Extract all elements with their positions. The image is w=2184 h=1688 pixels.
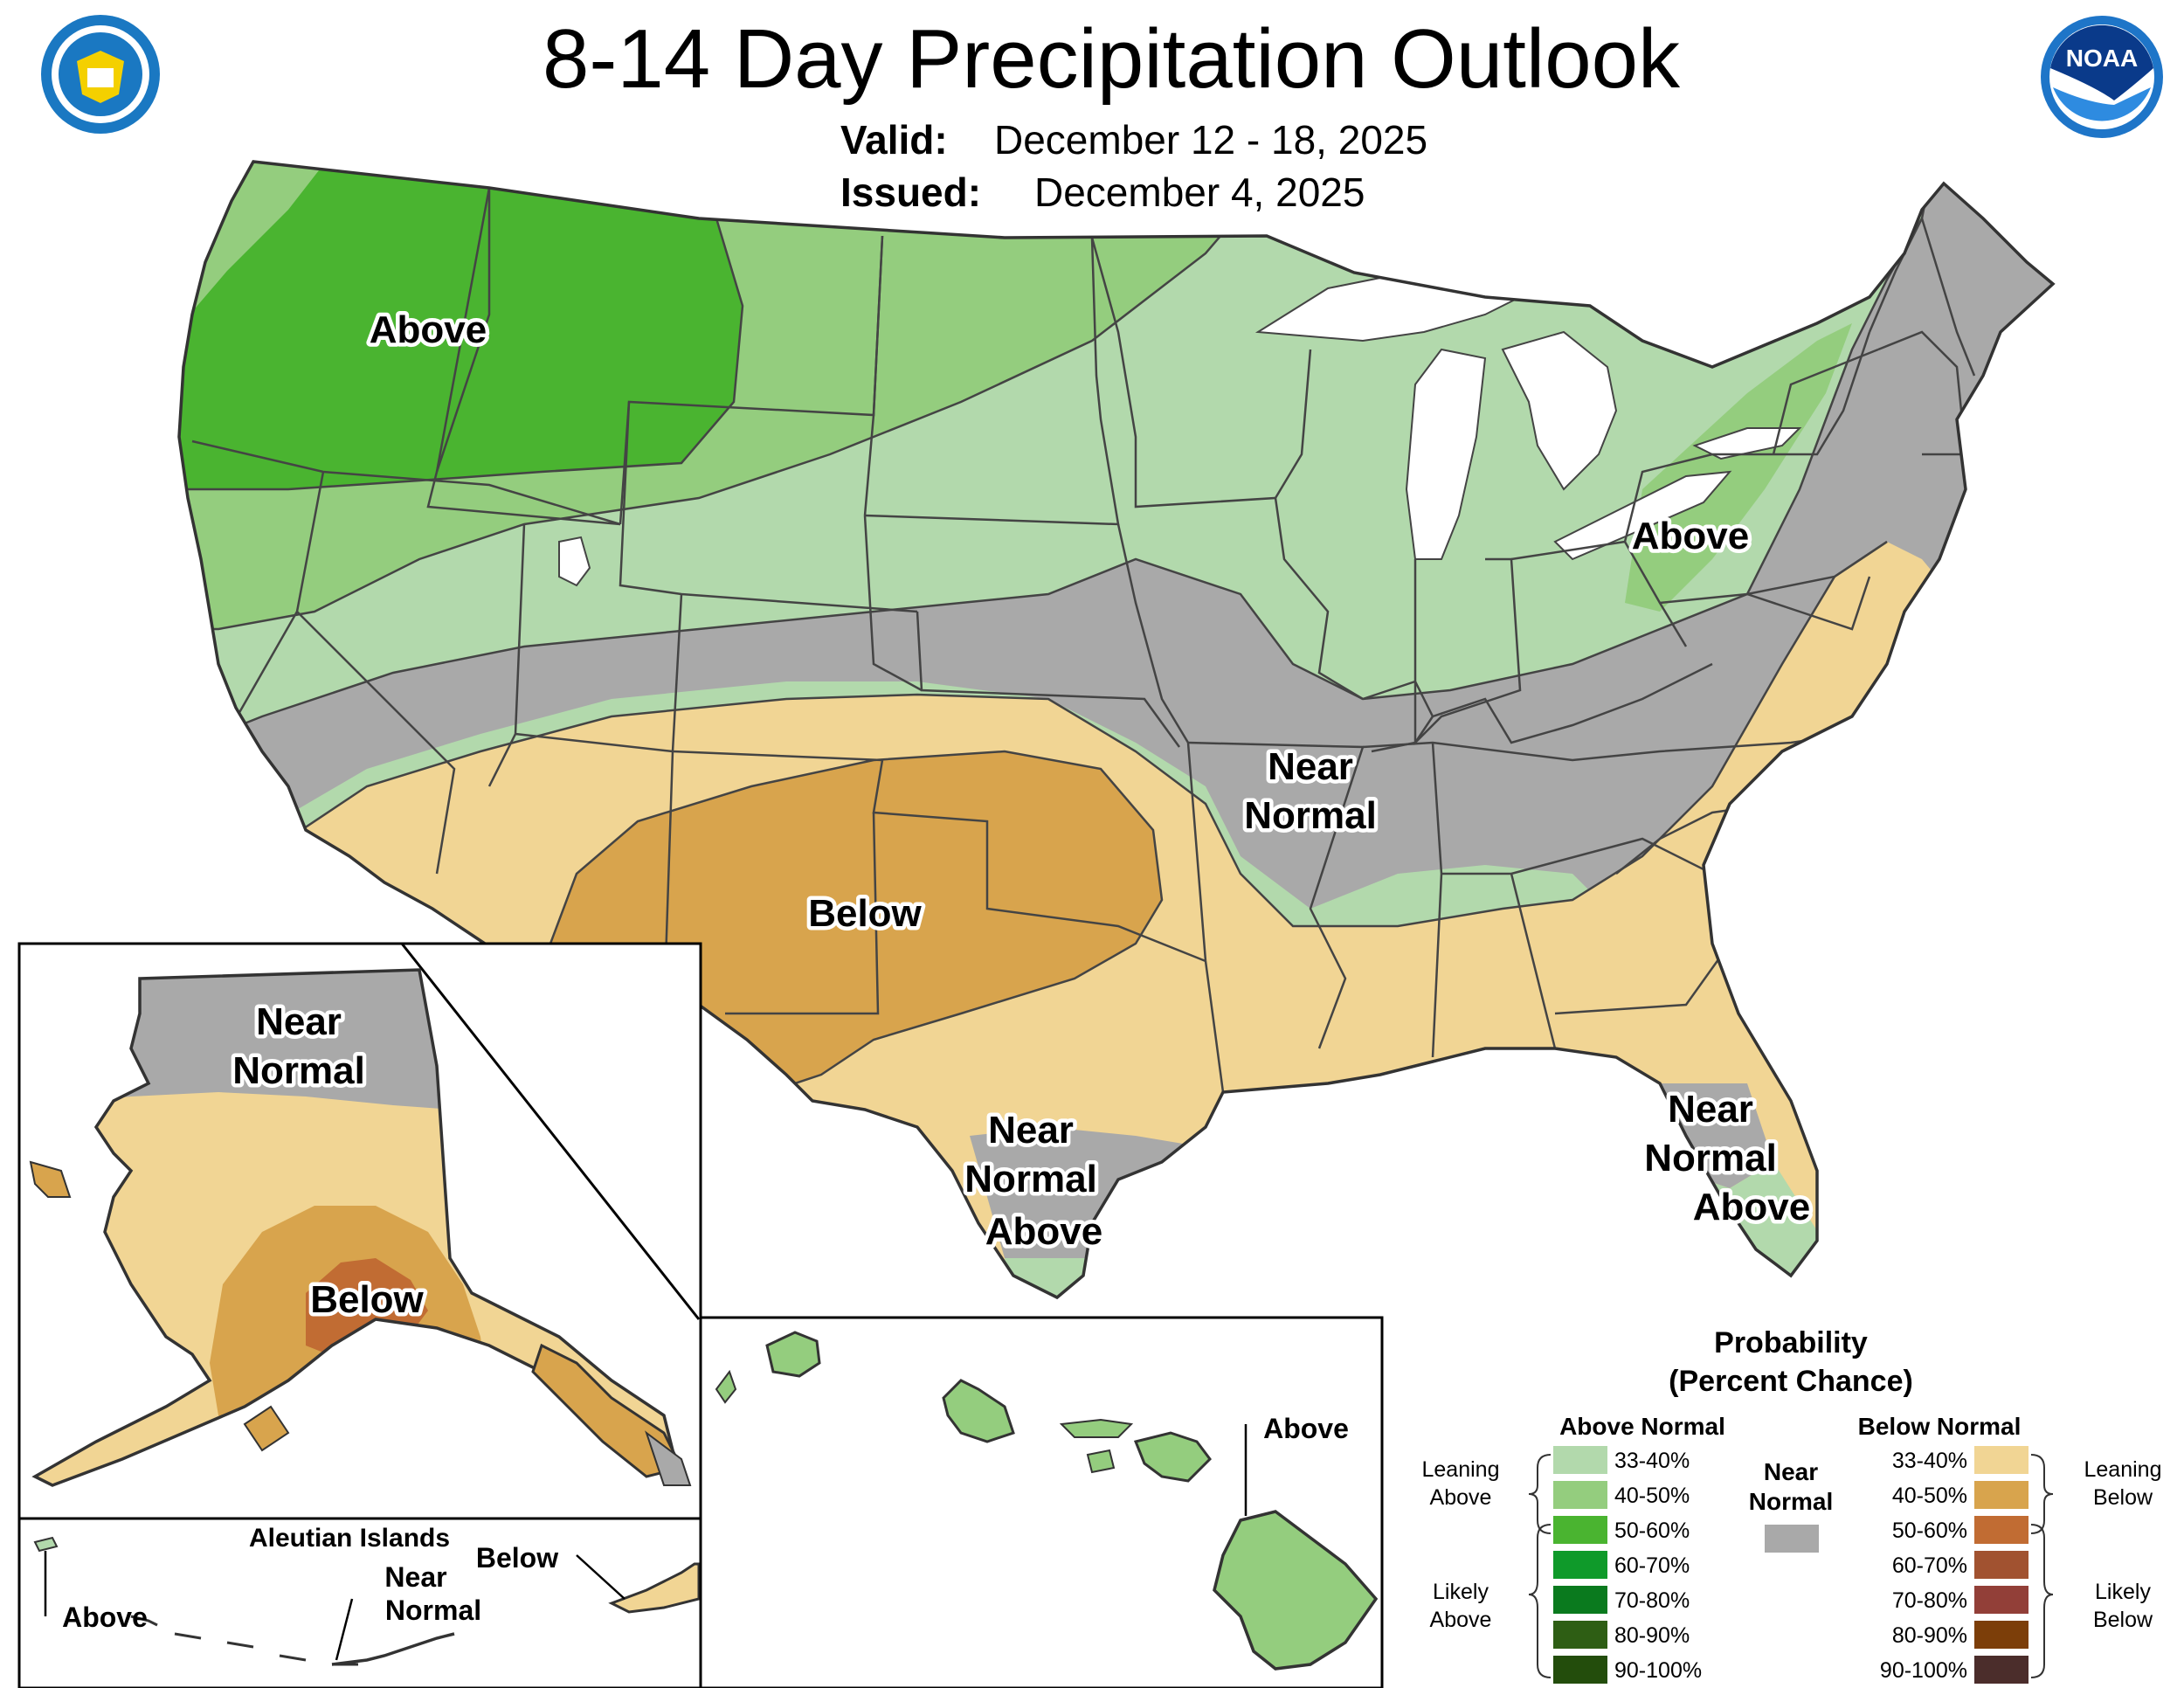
alaska-inset — [17, 942, 702, 1520]
legend-label-above-2: 40-50% — [1614, 1484, 1690, 1508]
legend-near-1: Near — [1764, 1458, 1818, 1485]
label-florida-near-2: Normal — [1644, 1137, 1777, 1180]
hawaii-inset — [699, 1316, 1384, 1688]
legend-likely-above-2: Above — [1430, 1608, 1492, 1632]
legend-near-2: Normal — [1749, 1488, 1833, 1515]
legend-label-below-6: 80-90% — [1892, 1623, 1967, 1648]
legend: Probability (Percent Chance) Above Norma… — [1422, 1326, 2162, 1684]
noaa-logo-icon: NOAA — [2041, 16, 2163, 138]
legend-label-below-5: 70-80% — [1892, 1588, 1967, 1613]
label-aleutian-title: Aleutian Islands — [249, 1524, 450, 1553]
aleutian-inset — [17, 1517, 702, 1688]
legend-swatch-near-normal — [1765, 1525, 1819, 1553]
legend-label-below-7: 90-100% — [1880, 1658, 1967, 1683]
valid-label: Valid: — [840, 117, 948, 163]
great-salt-lake-water — [558, 536, 591, 587]
legend-leaning-above-1: Leaning — [1422, 1457, 1500, 1482]
legend-swatch-below-6 — [1974, 1621, 2028, 1649]
issued-label: Issued: — [840, 169, 981, 215]
lake-michigan-water — [1405, 348, 1487, 560]
legend-label-above-5: 70-80% — [1614, 1588, 1690, 1613]
legend-label-above-3: 50-60% — [1614, 1519, 1690, 1543]
legend-swatch-below-4 — [1974, 1551, 2028, 1579]
lake-ontario-water — [1692, 427, 1802, 460]
label-texas-near-2: Normal — [964, 1158, 1097, 1200]
legend-swatch-above-6 — [1553, 1621, 1607, 1649]
legend-swatch-above-4 — [1553, 1551, 1607, 1579]
legend-likely-below-2: Below — [2093, 1608, 2153, 1632]
valid-date: December 12 - 18, 2025 — [994, 117, 1427, 163]
legend-swatch-below-2 — [1974, 1481, 2028, 1509]
label-above-northeast: Above — [1632, 515, 1749, 557]
legend-brace-likely-below — [2030, 1524, 2054, 1678]
label-above-northwest: Above — [370, 308, 487, 351]
label-hawaii-above: Above — [1263, 1413, 1349, 1444]
legend-leaning-below-1: Leaning — [2084, 1457, 2162, 1482]
legend-label-above-4: 60-70% — [1614, 1553, 1690, 1578]
legend-above-swatches: 33-40% 40-50% 50-60% 60-70% 70-80% 80-90% 90-1… — [1553, 1446, 1702, 1684]
legend-brace-leaning-above — [1528, 1454, 1552, 1534]
legend-leaning-below-2: Below — [2093, 1485, 2153, 1510]
legend-label-below-1: 33-40% — [1892, 1449, 1967, 1473]
legend-label-below-2: 40-50% — [1892, 1484, 1967, 1508]
department-of-commerce-seal-icon — [41, 15, 160, 134]
label-alaska-near-1: Near — [256, 1000, 342, 1043]
legend-swatch-below-1 — [1974, 1446, 2028, 1474]
label-near-normal-central-1: Near — [1268, 745, 1353, 788]
label-florida-near-1: Near — [1668, 1088, 1753, 1131]
legend-swatch-above-2 — [1553, 1481, 1607, 1509]
legend-label-above-6: 80-90% — [1614, 1623, 1690, 1648]
label-florida-above: Above — [1693, 1186, 1810, 1228]
lake-huron-water — [1501, 330, 1618, 491]
legend-swatch-above-1 — [1553, 1446, 1607, 1474]
issued-date: December 4, 2025 — [1034, 169, 1365, 215]
label-texas-above: Above — [985, 1210, 1102, 1253]
label-alaska-below: Below — [310, 1278, 424, 1321]
legend-title-2: (Percent Chance) — [1669, 1365, 1913, 1398]
legend-label-below-4: 60-70% — [1892, 1553, 1967, 1578]
label-aleutian-below: Below — [476, 1542, 558, 1574]
label-aleutian-above: Above — [62, 1602, 148, 1633]
label-near-normal-central-2: Normal — [1244, 794, 1377, 837]
alaska-zone-near-normal — [87, 970, 454, 1110]
state-boundaries — [191, 187, 1976, 1093]
legend-swatch-below-3 — [1974, 1516, 2028, 1544]
legend-likely-below-1: Likely — [2095, 1580, 2151, 1604]
noaa-logo-text: NOAA — [2066, 45, 2138, 72]
legend-below-header: Below Normal — [1858, 1413, 2022, 1440]
label-aleutian-near-2: Normal — [385, 1595, 481, 1626]
legend-swatch-below-5 — [1974, 1586, 2028, 1614]
legend-swatch-above-3 — [1553, 1516, 1607, 1544]
conus-zone-above-50-60 — [179, 162, 743, 489]
legend-swatch-below-7 — [1974, 1656, 2028, 1684]
legend-likely-above-1: Likely — [1433, 1580, 1489, 1604]
legend-swatch-above-7 — [1553, 1656, 1607, 1684]
legend-below-swatches: 33-40% 40-50% 50-60% 60-70% 70-80% 80-90% 90-1… — [1880, 1446, 2028, 1684]
legend-label-above-7: 90-100% — [1614, 1658, 1702, 1683]
legend-label-below-3: 50-60% — [1892, 1519, 1967, 1543]
legend-above-header: Above Normal — [1559, 1413, 1725, 1440]
label-below-southwest: Below — [808, 892, 922, 935]
conus-zone-near-normal — [179, 162, 2053, 1297]
legend-brace-leaning-below — [2030, 1454, 2054, 1534]
label-aleutian-near-1: Near — [384, 1561, 446, 1593]
legend-label-above-1: 33-40% — [1614, 1449, 1690, 1473]
label-texas-near-1: Near — [988, 1109, 1074, 1152]
legend-swatch-above-5 — [1553, 1586, 1607, 1614]
legend-brace-likely-above — [1528, 1524, 1552, 1678]
map-title: 8-14 Day Precipitation Outlook — [543, 12, 1681, 106]
conus-zone-ne-above-40-50 — [1625, 323, 1852, 612]
label-alaska-near-2: Normal — [232, 1049, 365, 1092]
legend-leaning-above-2: Above — [1430, 1485, 1492, 1510]
legend-title-1: Probability — [1714, 1326, 1868, 1359]
